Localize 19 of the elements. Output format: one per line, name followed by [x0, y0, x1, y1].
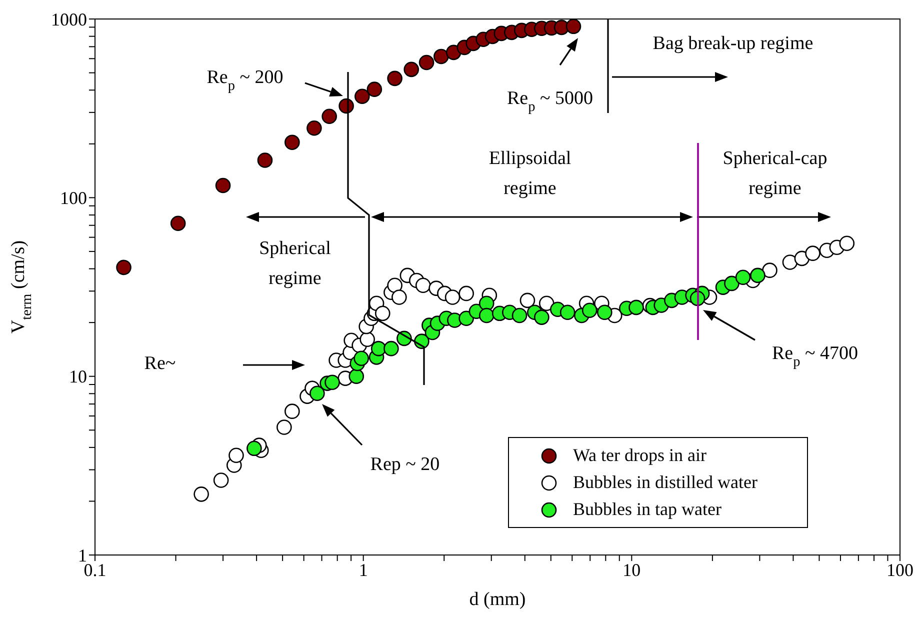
annotation: Re$_{p}$ ~ 200 — [206, 67, 284, 94]
legend-label: Bubbles in distilled water — [573, 472, 758, 493]
y-tick-label: 100 — [60, 188, 87, 208]
x-tick-label: 100 — [886, 560, 914, 580]
annotation: Re$_{p}$ ~ 4700 — [772, 343, 858, 370]
x-axis-title: d (mm) — [469, 589, 526, 610]
y-tick-label: 1000 — [51, 9, 87, 30]
x-tick-label: 1 — [358, 560, 368, 580]
annotation: Ellipsoidal regime — [488, 148, 572, 200]
annotation: Bag break-up regime — [652, 33, 814, 54]
annotation: Re~ — [144, 353, 176, 374]
legend-label: Wa ter drops in air — [573, 445, 707, 466]
y-tick-label: 10 — [69, 366, 87, 387]
annotation: Spherical regime — [259, 238, 331, 290]
legend-label: Bubbles in tap water — [573, 499, 722, 520]
annotation: Rep ~ 20 — [370, 454, 440, 476]
x-tick-label: 10 — [622, 560, 641, 580]
annotation: Spherical-cap regime — [722, 148, 828, 200]
annotation: Re$_{p}$~ 5000 — [506, 88, 594, 116]
